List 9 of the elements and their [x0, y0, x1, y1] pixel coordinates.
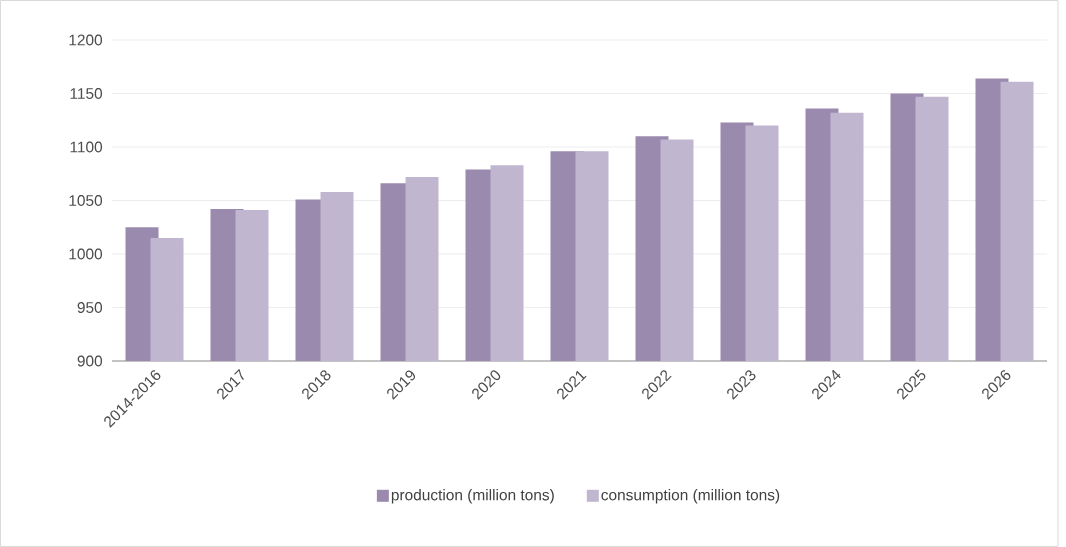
y-tick-label: 950: [77, 302, 103, 313]
y-tick-label: 1000: [69, 248, 103, 260]
y-tick-label: 900: [77, 355, 103, 367]
y-tick-label: 1100: [70, 141, 103, 153]
y-tick-label: 1150: [70, 88, 103, 99]
legend-label: consumption (million tons): [601, 489, 780, 504]
y-tick-label: 1200: [69, 34, 103, 46]
y-tick-label: 1050: [69, 195, 103, 206]
legend-label: production (million tons): [391, 489, 554, 504]
